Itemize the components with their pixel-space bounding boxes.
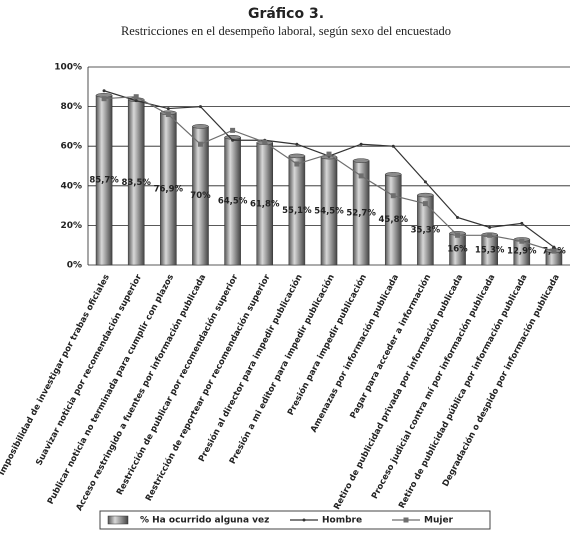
legend-swatch [107, 515, 129, 525]
y-tick-label: 60% [60, 142, 82, 152]
marker [230, 127, 236, 133]
marker [166, 107, 170, 111]
marker [552, 245, 556, 249]
y-tick-label: 20% [60, 221, 82, 231]
value-label: 35,3% [411, 226, 441, 236]
marker [101, 96, 107, 102]
bar-top [352, 158, 370, 163]
marker [423, 180, 427, 184]
marker [487, 232, 493, 238]
marker [231, 138, 235, 142]
bar-top [288, 153, 306, 159]
marker [359, 142, 363, 146]
marker [133, 94, 139, 100]
bar-top [192, 124, 209, 129]
x-tick-label: Publicar noticia no terminada para cumpl… [46, 273, 176, 506]
value-label: 70% [190, 191, 211, 201]
value-label: 76,9% [154, 184, 184, 194]
value-label: 52,7% [346, 208, 376, 218]
marker [391, 144, 395, 148]
marker [134, 99, 138, 103]
y-tick-label: 0% [67, 261, 82, 271]
value-label: 15,3% [475, 245, 505, 255]
marker [455, 232, 461, 238]
x-tick-label: Restricción de publicar por recomendació… [114, 272, 241, 497]
legend-label: Mujer [424, 516, 454, 526]
marker [102, 89, 106, 93]
marker [520, 221, 524, 225]
x-tick-label: Imposibilidad de investigar por trabas o… [0, 273, 112, 477]
bar-top [417, 192, 434, 198]
legend-box [99, 510, 491, 530]
marker [422, 201, 428, 207]
x-tick-label: Restricción de reportear por recomendaci… [143, 272, 273, 503]
marker [326, 151, 332, 157]
value-label: 45,8% [379, 215, 409, 225]
marker [358, 173, 364, 179]
value-label: 61,8% [250, 199, 280, 209]
marker [197, 141, 203, 147]
legend-marker [302, 518, 306, 522]
marker [294, 161, 300, 167]
legend-marker [403, 517, 409, 523]
marker [198, 105, 202, 109]
legend-label: % Ha ocurrido alguna vez [140, 516, 269, 526]
x-tick-label: Proceso judicial contra mí por informaci… [369, 272, 498, 501]
value-label: 64,5% [218, 197, 248, 207]
bar-top [224, 135, 241, 140]
value-label: 55,1% [282, 206, 312, 216]
value-label: 85,7% [89, 176, 119, 186]
y-tick-label: 80% [60, 102, 82, 112]
marker [390, 193, 396, 199]
marker [488, 225, 492, 229]
legend-label: Hombre [322, 516, 362, 526]
x-tick-label: Degradación o despido por información pu… [440, 272, 562, 488]
value-label: 16% [447, 245, 468, 255]
marker [262, 139, 268, 145]
marker [165, 112, 171, 118]
value-label: 83,5% [121, 178, 151, 188]
value-label: 54,5% [314, 207, 344, 217]
chart-subtitle: Restricciones en el desempeño laboral, s… [121, 24, 451, 38]
marker [295, 142, 299, 146]
y-tick-label: 100% [54, 63, 82, 73]
marker [519, 238, 525, 244]
marker [456, 215, 460, 219]
bar-top [384, 172, 402, 177]
y-tick-label: 40% [60, 181, 82, 191]
marker [551, 248, 557, 254]
value-label: 12,9% [507, 247, 537, 257]
chart-title: Gráfico 3. [248, 6, 324, 22]
